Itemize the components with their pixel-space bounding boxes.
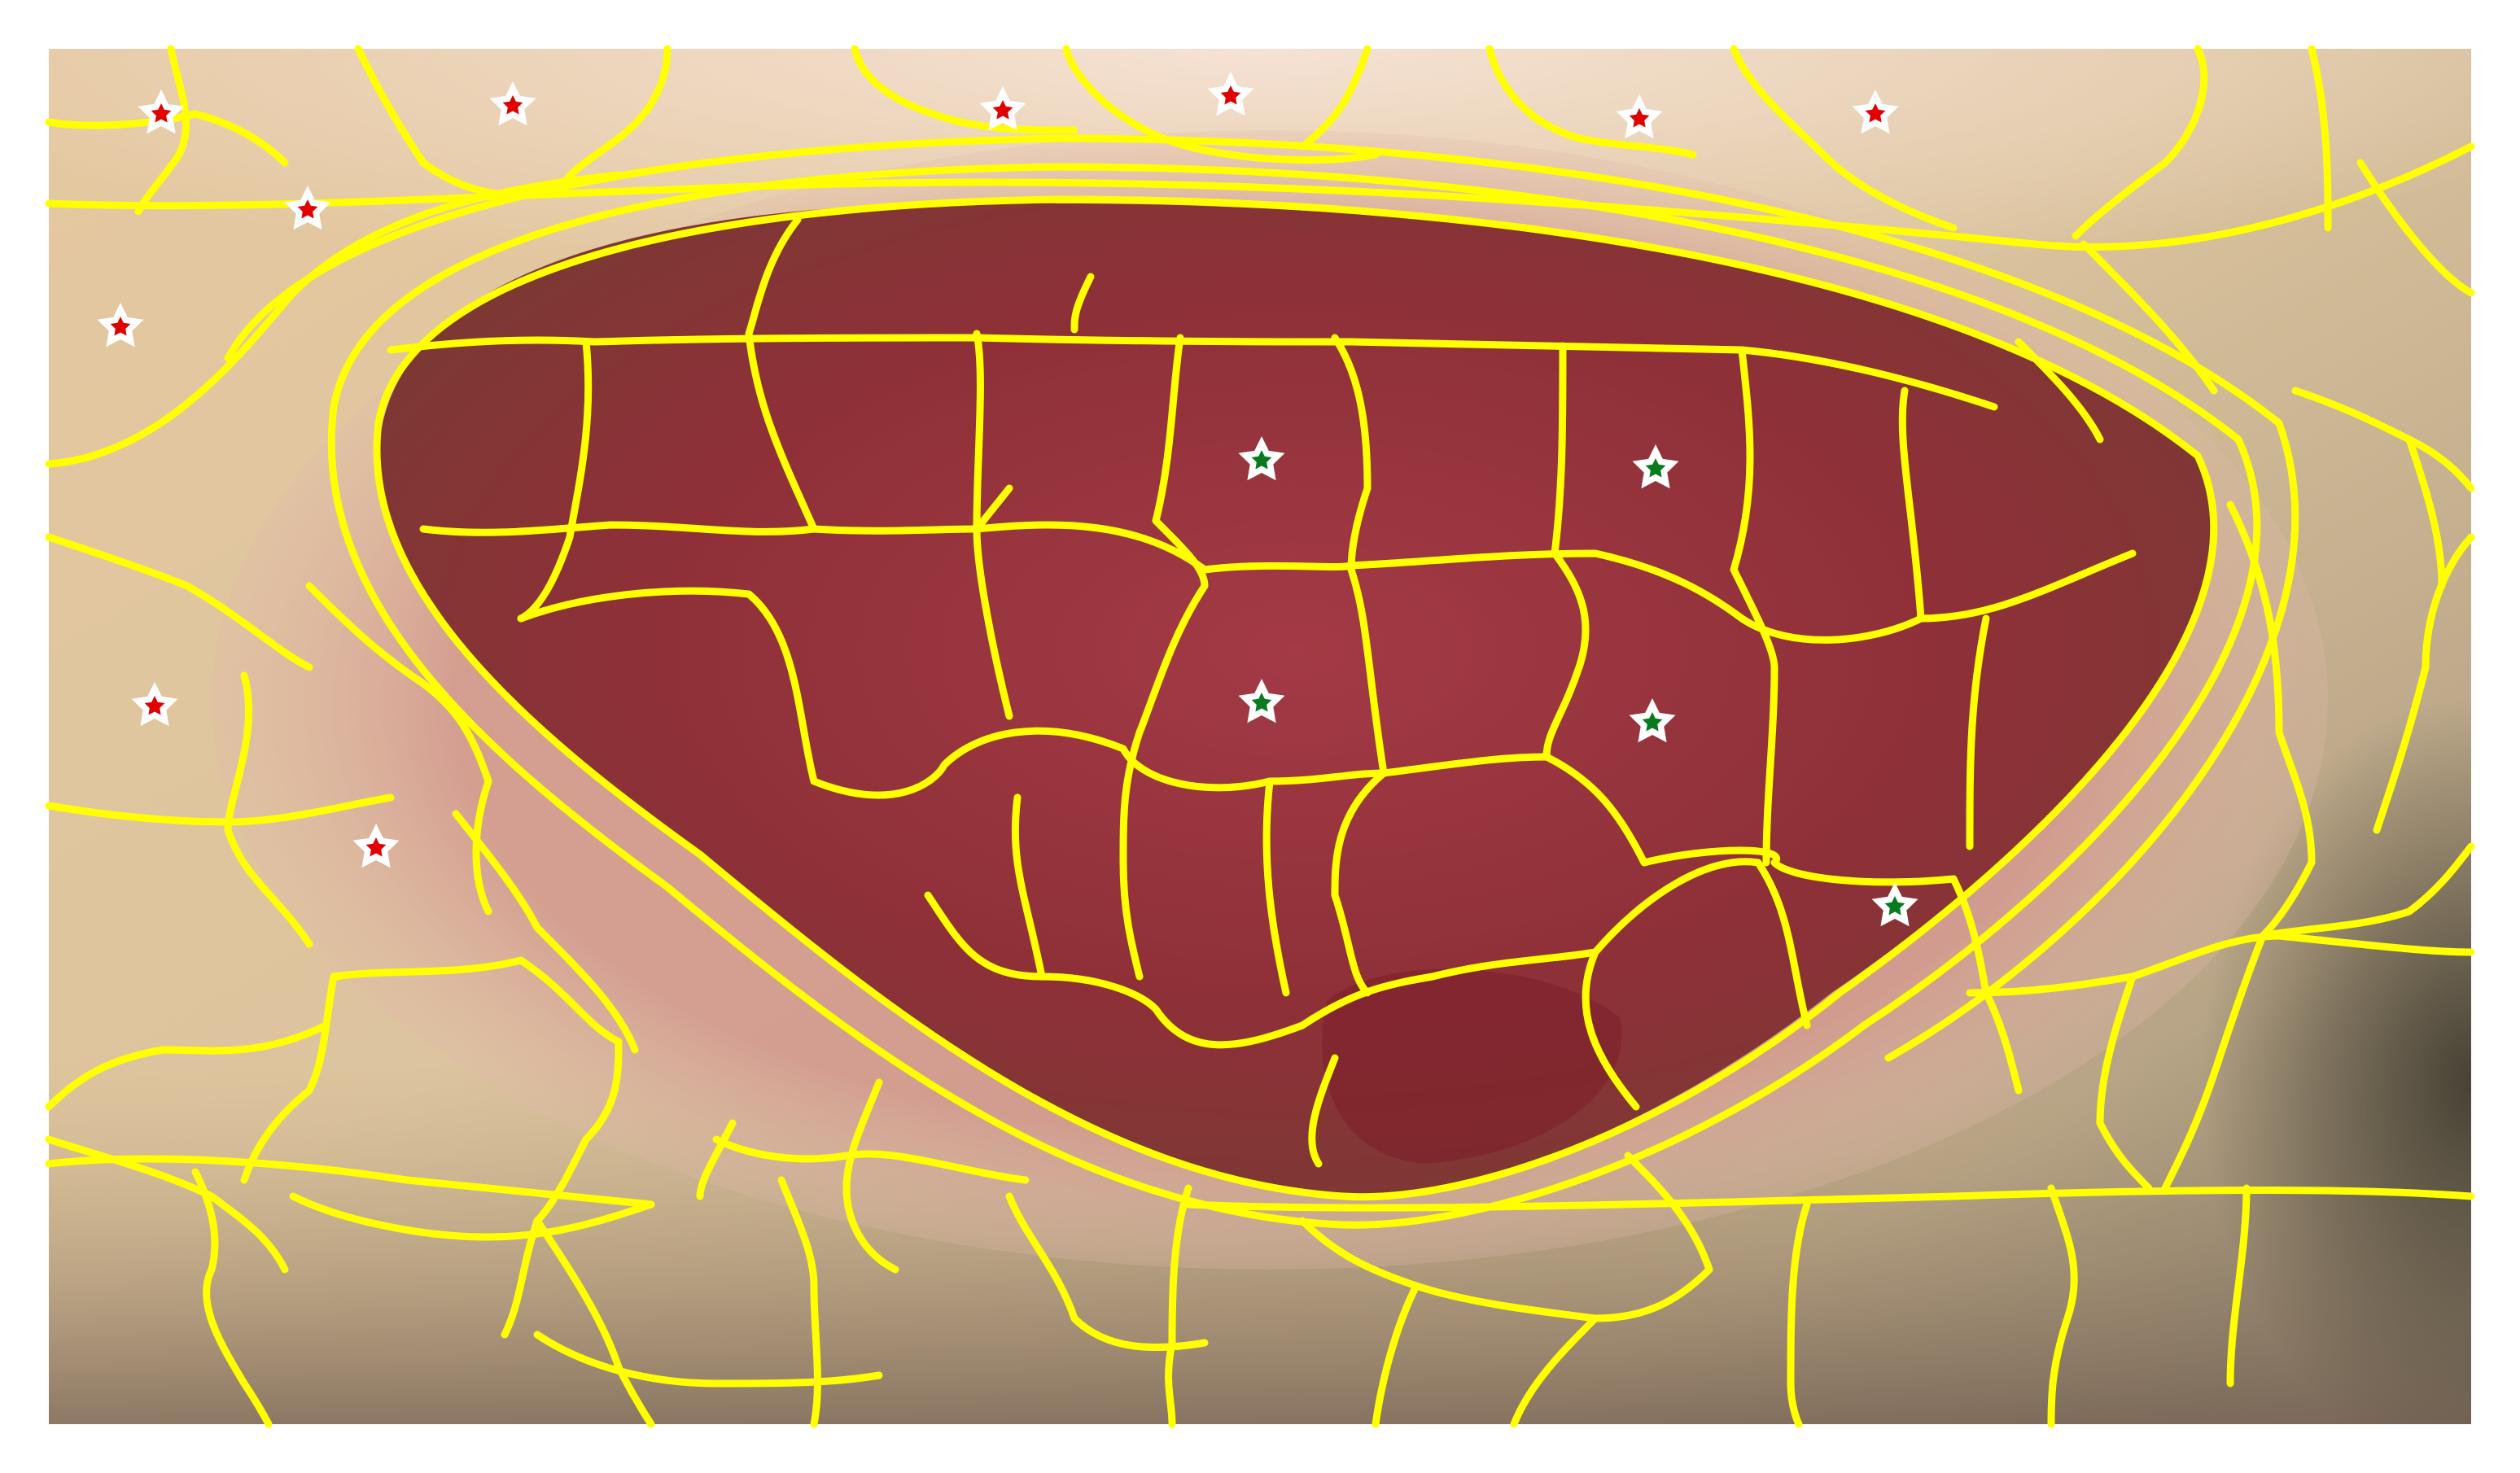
segmentation-figure: [0, 0, 2520, 1473]
